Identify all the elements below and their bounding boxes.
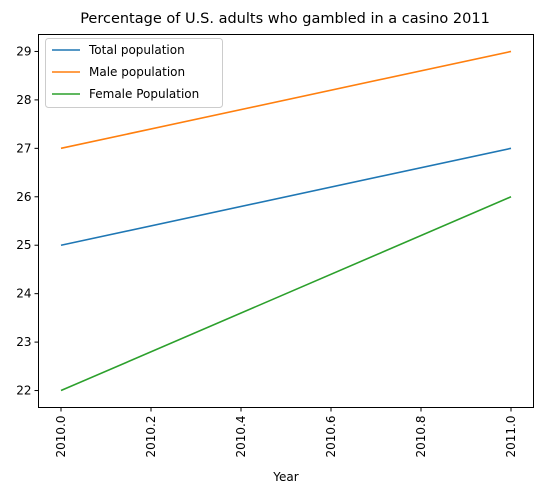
legend-label: Total population — [88, 43, 185, 57]
y-tick-label: 25 — [16, 238, 31, 252]
legend-label: Male population — [89, 65, 185, 79]
series-line-1 — [60, 50, 512, 150]
chart-title: Percentage of U.S. adults who gambled in… — [80, 11, 490, 27]
x-axis-label: Year — [272, 470, 298, 484]
x-tick-label: 2010.0 — [54, 416, 68, 458]
legend: Total population Male population Female Po… — [45, 38, 223, 108]
x-tick-label: 2010.2 — [144, 416, 158, 458]
x-tick-label: 2011.0 — [504, 416, 518, 458]
x-tick-label: 2010.8 — [414, 416, 428, 458]
x-axis-ticks: 2010.0 2010.2 2010.4 2010.6 2010.8 2011.0 — [54, 407, 518, 458]
plot-area-frame — [38, 34, 534, 408]
y-tick-label: 27 — [16, 141, 31, 155]
y-tick-label: 22 — [16, 384, 31, 398]
x-tick-label: 2010.4 — [234, 416, 248, 458]
y-axis-ticks: 22 23 24 25 26 27 28 29 — [16, 44, 39, 398]
x-tick-label: 2010.6 — [324, 416, 338, 458]
y-tick-label: 28 — [16, 93, 31, 107]
y-tick-label: 24 — [16, 287, 31, 301]
y-tick-label: 26 — [16, 190, 31, 204]
y-tick-label: 23 — [16, 335, 31, 349]
series-line-2 — [60, 196, 512, 392]
series-line-0 — [60, 147, 512, 247]
y-tick-label: 29 — [16, 44, 31, 58]
legend-box — [45, 38, 223, 108]
legend-label: Female Population — [89, 87, 199, 101]
series-lines — [60, 50, 512, 392]
